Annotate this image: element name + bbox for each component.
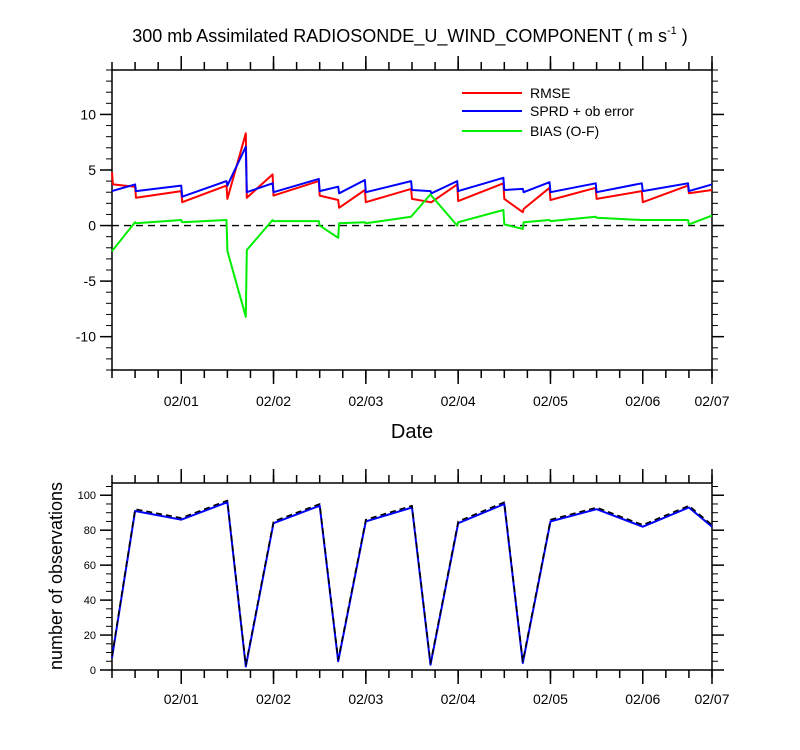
y-tick-label: 100 — [78, 490, 96, 502]
y-tick-label: 0 — [90, 665, 96, 677]
x-tick-label: 02/02 — [256, 691, 291, 707]
x-tick-label: 02/05 — [533, 691, 568, 707]
top-chart: 300 mb Assimilated RADIOSONDE_U_WIND_COM… — [76, 25, 730, 443]
x-tick-label: 02/03 — [348, 393, 383, 409]
x-tick-label: 02/04 — [441, 393, 476, 409]
x-tick-label: 02/07 — [694, 393, 729, 409]
legend-label-sprd: SPRD + ob error — [530, 103, 634, 119]
y-tick-label: 0 — [88, 218, 96, 234]
top-x-axis-label: Date — [391, 421, 433, 443]
y-tick-label: 60 — [84, 560, 96, 572]
legend: RMSE SPRD + ob error BIAS (O-F) — [462, 85, 634, 139]
series-line-0 — [111, 501, 713, 668]
top-x-ticks: 02/01 02/02 02/03 02/04 02/05 02/06 02/07 — [164, 56, 730, 409]
x-tick-label: 02/03 — [348, 691, 383, 707]
y-tick-label: -5 — [84, 273, 97, 289]
bottom-y-axis-label: number of observations — [46, 482, 66, 670]
top-y-ticks: -10 -5 0 5 10 — [76, 106, 724, 345]
series-line-1 — [111, 499, 713, 666]
y-tick-label: 20 — [84, 630, 96, 642]
x-tick-label: 02/01 — [164, 393, 199, 409]
y-tick-label: 80 — [84, 525, 96, 537]
x-tick-label: 02/05 — [533, 393, 568, 409]
y-tick-label: 5 — [88, 162, 96, 178]
y-tick-label: 10 — [80, 106, 96, 122]
series-line-0 — [111, 132, 713, 214]
series-line-2 — [111, 193, 713, 318]
bottom-series-group — [111, 499, 713, 668]
top-chart-title: 300 mb Assimilated RADIOSONDE_U_WIND_COM… — [132, 25, 688, 47]
y-tick-label: 40 — [84, 595, 96, 607]
bottom-y-ticks: 0 20 40 60 80 100 — [78, 490, 724, 677]
x-tick-label: 02/06 — [625, 691, 660, 707]
x-tick-label: 02/02 — [256, 393, 291, 409]
x-tick-label: 02/04 — [441, 691, 476, 707]
bottom-x-ticks: 02/01 02/02 02/03 02/04 02/05 02/06 02/07 — [164, 469, 730, 707]
top-chart-title-superscript: -1 — [667, 25, 677, 37]
x-tick-label: 02/06 — [625, 393, 660, 409]
x-tick-label: 02/01 — [164, 691, 199, 707]
legend-label-rmse: RMSE — [530, 85, 570, 101]
top-series-group — [111, 132, 713, 318]
x-tick-label: 02/07 — [694, 691, 729, 707]
y-tick-label: -10 — [76, 329, 96, 345]
series-line-1 — [111, 145, 713, 198]
legend-label-bias: BIAS (O-F) — [530, 123, 599, 139]
